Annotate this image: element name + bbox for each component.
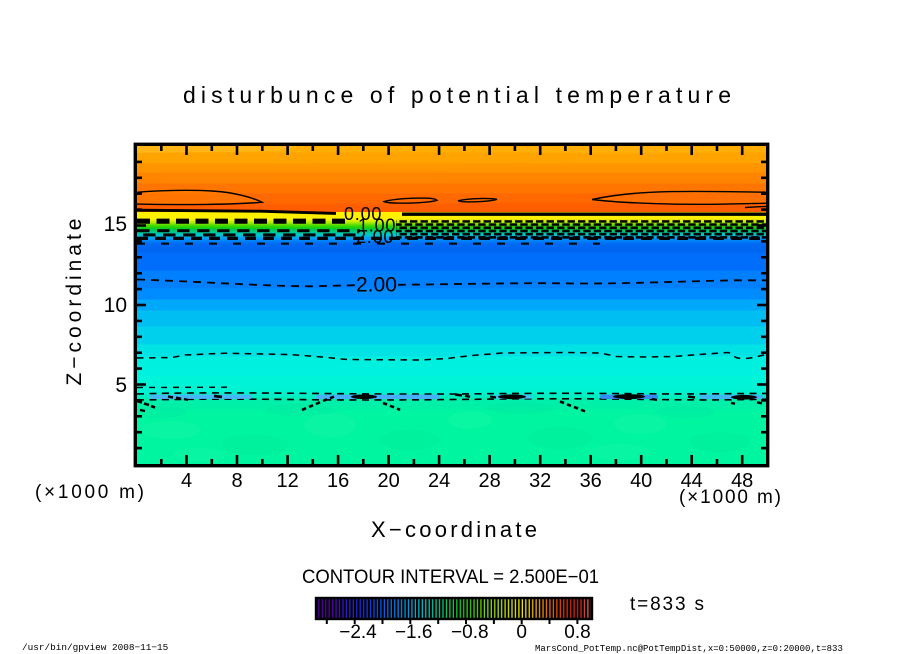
svg-text:0.00: 0.00	[344, 204, 382, 224]
svg-text:t=833 s: t=833 s	[630, 594, 704, 615]
svg-text:15: 15	[104, 213, 127, 236]
svg-text:8: 8	[231, 470, 242, 492]
svg-text:16: 16	[327, 470, 349, 492]
svg-text:4: 4	[181, 470, 192, 492]
svg-text:−2.4: −2.4	[339, 622, 377, 643]
svg-text:2.00: 2.00	[356, 274, 397, 297]
svg-text:24: 24	[428, 470, 450, 492]
svg-text:(×1000 m): (×1000 m)	[35, 482, 144, 503]
svg-text:MarsCond_PotTemp.nc@PotTempDis: MarsCond_PotTemp.nc@PotTempDist,x=0:5000…	[535, 644, 843, 654]
svg-text:36: 36	[580, 470, 602, 492]
svg-text:12: 12	[276, 470, 298, 492]
svg-text:32: 32	[529, 470, 551, 492]
svg-text:X−coordinate: X−coordinate	[371, 517, 537, 542]
svg-text:/usr/bin/gpview 2008−11−15: /usr/bin/gpview 2008−11−15	[22, 642, 169, 653]
svg-text:Z−coordinate: Z−coordinate	[63, 219, 86, 386]
svg-text:0.8: 0.8	[564, 622, 590, 643]
svg-text:−0.8: −0.8	[451, 622, 489, 643]
svg-text:10: 10	[104, 294, 127, 317]
svg-text:20: 20	[377, 470, 399, 492]
svg-text:−1.6: −1.6	[395, 622, 433, 643]
svg-text:28: 28	[478, 470, 500, 492]
svg-text:44: 44	[681, 470, 703, 492]
svg-text:2.00: 2.00	[356, 227, 394, 247]
svg-text:CONTOUR INTERVAL = 2.500E−01: CONTOUR INTERVAL = 2.500E−01	[302, 566, 599, 588]
svg-text:5: 5	[115, 374, 127, 397]
svg-text:1.00: 1.00	[358, 216, 396, 236]
svg-text:disturbunce of potential tempe: disturbunce of potential temperature	[183, 82, 731, 108]
svg-text:0: 0	[516, 622, 527, 643]
svg-text:48: 48	[731, 470, 753, 492]
svg-text:40: 40	[630, 470, 652, 492]
svg-text:(×1000 m): (×1000 m)	[679, 487, 781, 508]
